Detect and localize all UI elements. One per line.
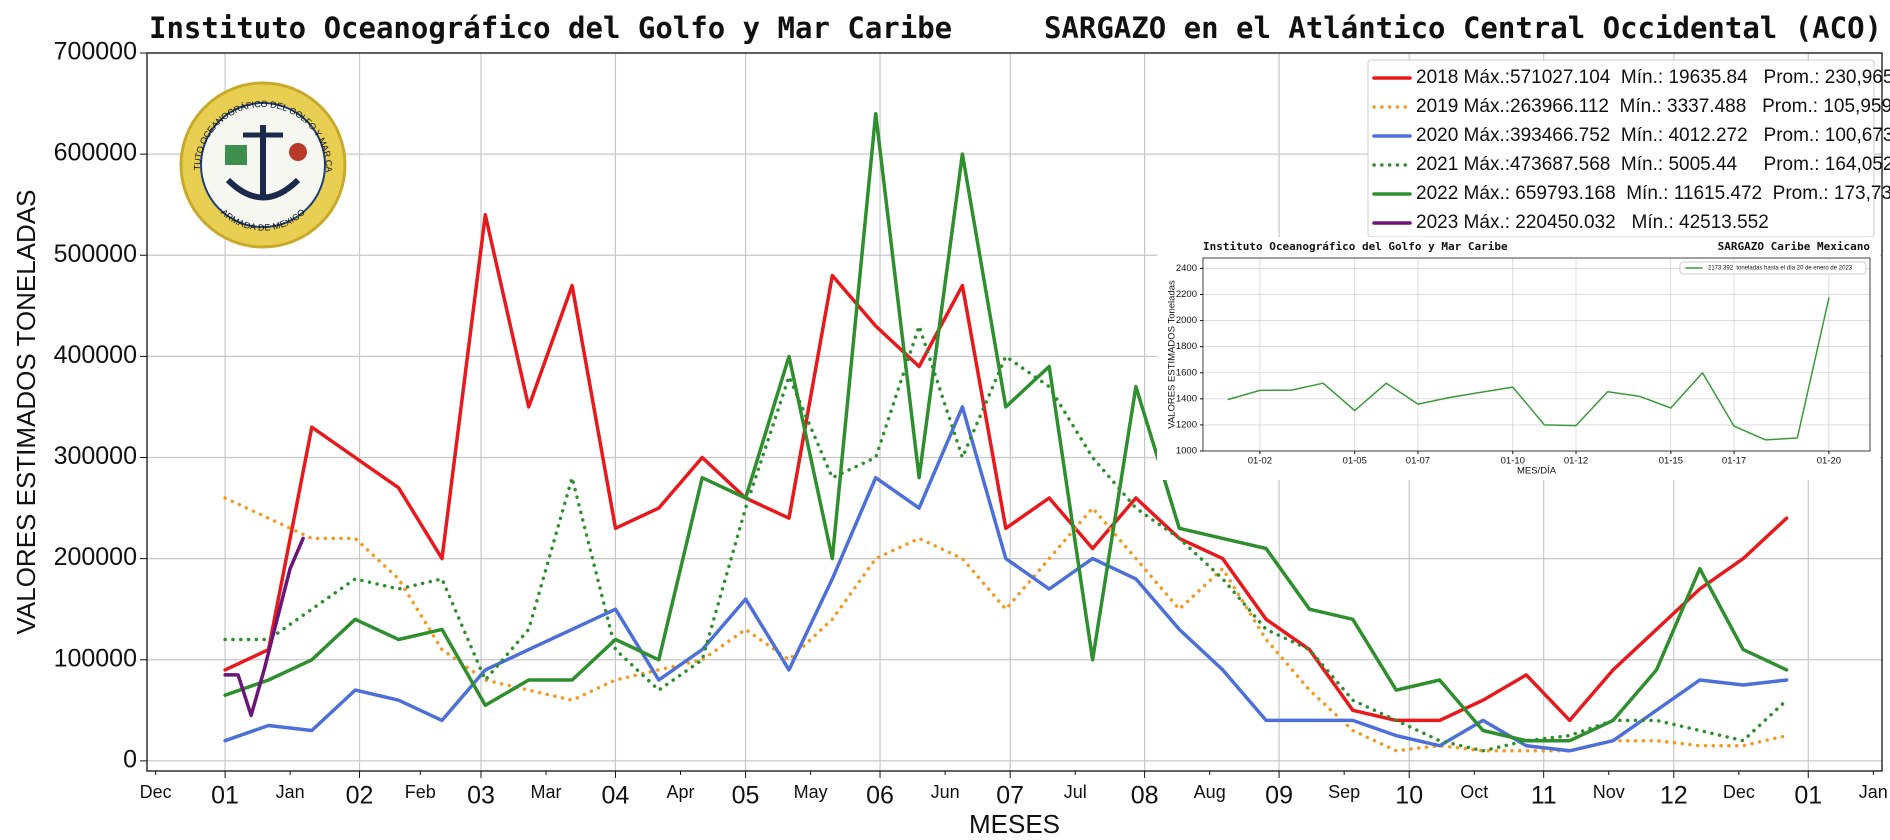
y-tick-label: 1600 <box>1176 367 1197 378</box>
x-tick-label: 09 <box>1265 781 1293 809</box>
x-tick-label: 01-15 <box>1659 456 1683 467</box>
legend-label: 2020 Máx.:393466.752 Mín.: 4012.272 Prom… <box>1416 125 1890 146</box>
chart-title-left: Instituto Oceanográfico del Golfo y Mar … <box>1203 240 1508 253</box>
x-axis-label: MES/DÍA <box>1517 466 1557 477</box>
plot-frame <box>1202 257 1871 452</box>
series-line <box>223 111 1789 743</box>
y-tick-label: 100000 <box>54 644 137 672</box>
x-tick-label: 03 <box>467 781 495 809</box>
x-minor-tick-label: Jan <box>1859 782 1888 802</box>
y-tick-label: 400000 <box>54 341 137 369</box>
y-tick-label: 500000 <box>54 240 137 268</box>
x-tick-label: 01-17 <box>1722 456 1746 467</box>
x-tick-label: 01-07 <box>1406 456 1430 467</box>
x-tick-label: 01 <box>1794 781 1822 809</box>
y-tick-label: 1400 <box>1176 393 1197 404</box>
x-tick-label: 07 <box>996 781 1024 809</box>
main-chart: Instituto Oceanográfico del Golfo y Mar … <box>11 11 1890 839</box>
y-tick-label: 700000 <box>54 38 137 66</box>
x-minor-tick-label: Dec <box>1723 782 1755 802</box>
x-tick-label: 02 <box>346 781 374 809</box>
x-tick-label: 01-10 <box>1501 456 1525 467</box>
x-minor-tick-label: Dec <box>140 782 172 802</box>
x-minor-tick-label: Jan <box>276 782 305 802</box>
logo-emblem <box>289 143 307 161</box>
series-line <box>223 496 1789 753</box>
legend-label: 2173.392 toneladas hasta el día 20 de en… <box>1708 266 1853 272</box>
legend-box <box>1679 261 1867 275</box>
plot-frame <box>146 52 1883 772</box>
legend-label: 2022 Máx.: 659793.168 Mín.: 11615.472 Pr… <box>1416 183 1890 204</box>
chart-title-left: Instituto Oceanográfico del Golfo y Mar … <box>149 11 952 45</box>
y-tick-label: 200000 <box>54 543 137 571</box>
x-tick-label: 01-05 <box>1343 456 1367 467</box>
x-axis-label: MESES <box>969 809 1060 839</box>
x-minor-tick-label: Jun <box>931 782 960 802</box>
logo-anchor-arms <box>225 177 301 201</box>
x-minor-tick-label: May <box>794 782 828 802</box>
x-minor-tick-label: Aug <box>1194 782 1226 802</box>
chart-title-right: SARGAZO Caribe Mexicano <box>1718 240 1871 253</box>
series-line <box>223 213 1789 723</box>
legend-label: 2021 Máx.:473687.568 Mín.: 5005.44 Prom.… <box>1416 154 1890 175</box>
y-tick-label: 300000 <box>54 442 137 470</box>
series-line <box>1227 297 1830 441</box>
x-minor-tick-label: Sep <box>1328 782 1360 802</box>
legend-label: 2023 Máx.: 220450.032 Mín.: 42513.552 <box>1416 212 1769 233</box>
x-tick-label: 11 <box>1531 781 1557 809</box>
y-tick-label: 1000 <box>1176 446 1197 457</box>
x-minor-tick-label: Mar <box>531 782 562 802</box>
legend-label: 2018 Máx.:571027.104 Mín.: 19635.84 Prom… <box>1416 67 1890 88</box>
x-minor-tick-label: Jul <box>1064 782 1087 802</box>
y-tick-label: 600000 <box>54 139 137 167</box>
y-tick-label: 1200 <box>1176 419 1197 430</box>
y-tick-label: 2400 <box>1176 263 1197 274</box>
x-minor-tick-label: Nov <box>1593 782 1625 802</box>
chart-title-right: SARGAZO en el Atlántico Central Occident… <box>1044 11 1882 45</box>
y-axis-label: VALORES ESTIMADOS TONELADAS <box>11 189 41 634</box>
x-minor-tick-label: Apr <box>667 782 695 802</box>
x-minor-tick-label: Oct <box>1460 782 1488 802</box>
y-tick-label: 2200 <box>1176 289 1197 300</box>
x-tick-label: 10 <box>1395 781 1423 809</box>
legend-label: 2019 Máx.:263966.112 Mín.: 3337.488 Prom… <box>1416 96 1890 117</box>
x-minor-tick-label: Feb <box>405 782 436 802</box>
logo-shield <box>225 145 247 165</box>
y-tick-label: 1800 <box>1176 341 1197 352</box>
y-tick-label: 2000 <box>1176 315 1197 326</box>
x-tick-label: 01-12 <box>1564 456 1588 467</box>
x-tick-label: 01 <box>211 781 239 809</box>
x-tick-label: 06 <box>866 781 894 809</box>
x-tick-label: 04 <box>602 781 630 809</box>
y-axis-label: VALORES ESTIMADOS Toneladas <box>1167 280 1178 429</box>
inset-chart: Instituto Oceanográfico del Golfo y Mar … <box>1157 237 1880 480</box>
series-line <box>223 405 1789 753</box>
x-tick-label: 08 <box>1131 781 1159 809</box>
x-tick-label: 12 <box>1660 781 1688 809</box>
x-tick-label: 01-20 <box>1817 456 1841 467</box>
y-tick-label: 0 <box>123 745 137 773</box>
x-tick-label: 01-02 <box>1248 456 1272 467</box>
x-tick-label: 05 <box>732 781 760 809</box>
series-line <box>223 536 305 718</box>
inset-background <box>1157 237 1880 480</box>
